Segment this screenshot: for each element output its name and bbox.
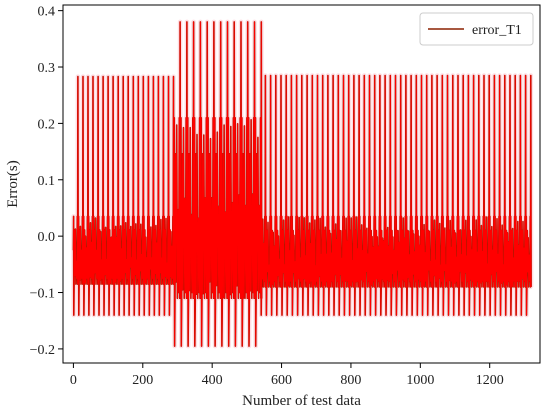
legend: error_T1 [419, 12, 534, 46]
x-tick-label: 200 [132, 373, 153, 388]
y-tick-label: 0.0 [38, 230, 56, 245]
plot-area [71, 19, 534, 349]
y-axis-label: Error(s) [5, 160, 21, 207]
x-tick-label: 1000 [406, 373, 434, 388]
x-axis-label: Number of test data [242, 393, 361, 409]
x-tick-label: 800 [340, 373, 361, 388]
y-tick-label: 0.2 [38, 117, 56, 132]
plot-frame [62, 4, 541, 364]
axes: 0 200 400 600 800 1000 1200 −0.2 −0.1 0.0 0.1 0.2 0.… [5, 4, 541, 409]
x-tick-label: 400 [202, 373, 223, 388]
x-tick-label: 1200 [476, 373, 504, 388]
x-tick-label: 600 [271, 373, 292, 388]
y-tick-label: 0.1 [38, 174, 56, 189]
x-tick-label: 0 [70, 373, 77, 388]
error-t1-line [72, 21, 532, 347]
y-tick-label: −0.2 [30, 343, 55, 358]
y-tick-label: −0.1 [30, 287, 55, 302]
legend-box [419, 12, 534, 46]
y-tick-label: 0.4 [38, 5, 56, 20]
y-tick-label: 0.3 [38, 61, 56, 76]
legend-label-error-t1: error_T1 [472, 23, 522, 38]
